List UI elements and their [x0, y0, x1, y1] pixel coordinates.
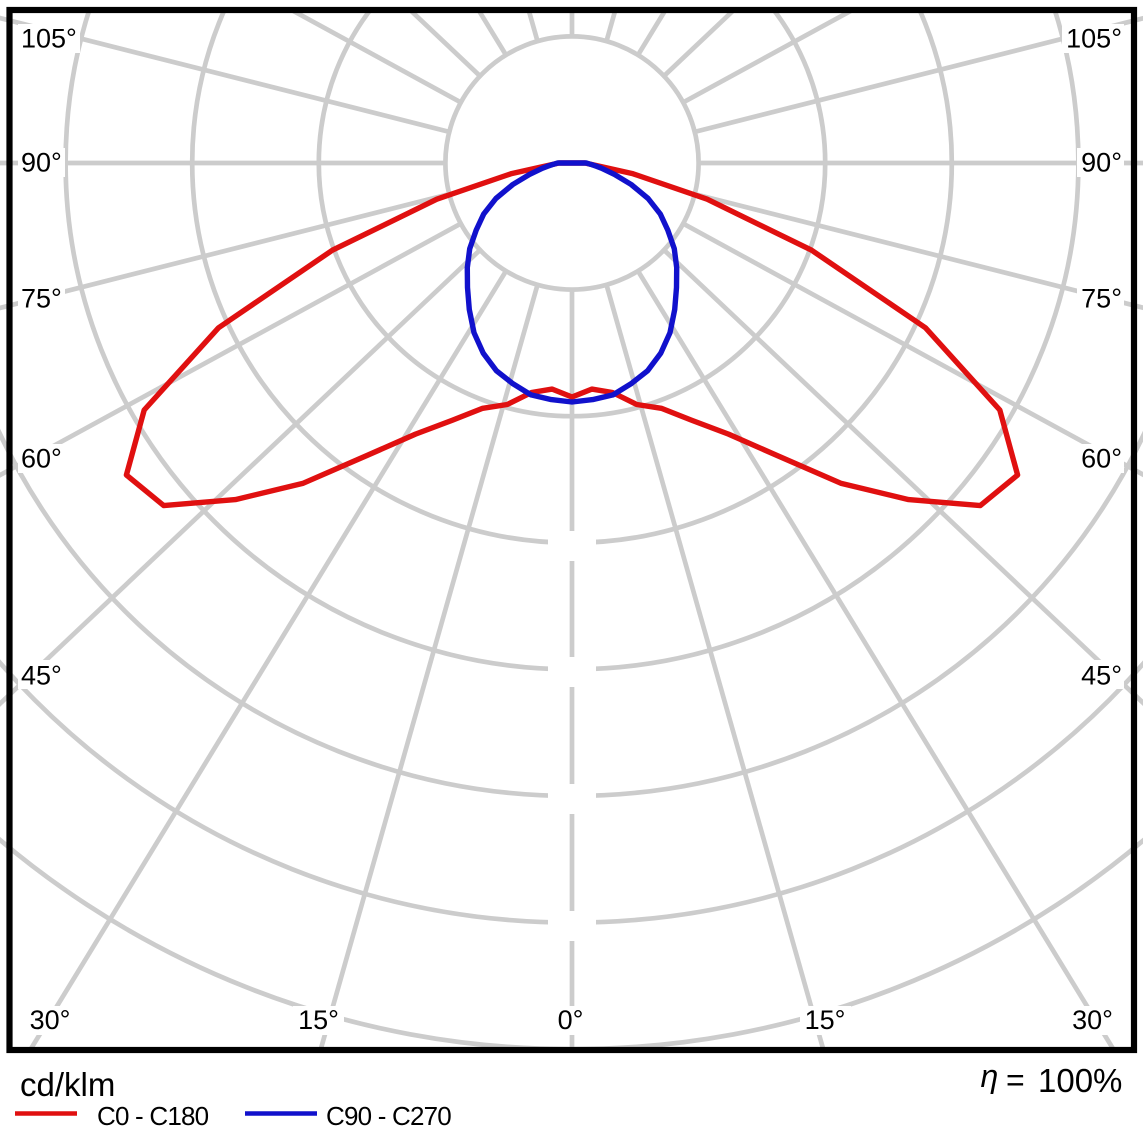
svg-text:100%: 100% — [1038, 1062, 1122, 1099]
svg-text:60°: 60° — [21, 444, 62, 474]
svg-text:C0 - C180: C0 - C180 — [97, 1101, 209, 1131]
svg-text:30°: 30° — [30, 1005, 71, 1035]
svg-text:105°: 105° — [1066, 24, 1122, 54]
svg-text:90°: 90° — [1081, 148, 1122, 178]
svg-text:90°: 90° — [21, 148, 62, 178]
svg-text:η: η — [981, 1058, 999, 1094]
svg-text:30°: 30° — [1072, 1005, 1113, 1035]
svg-text:75°: 75° — [21, 284, 62, 314]
svg-text:75°: 75° — [1081, 284, 1122, 314]
svg-text:15°: 15° — [298, 1005, 339, 1035]
svg-text:cd/klm: cd/klm — [20, 1066, 115, 1103]
svg-text:15°: 15° — [805, 1005, 846, 1035]
svg-text:60°: 60° — [1081, 444, 1122, 474]
svg-text:45°: 45° — [21, 661, 62, 691]
svg-text:=: = — [1006, 1062, 1025, 1098]
svg-text:C90 - C270: C90 - C270 — [326, 1101, 451, 1131]
svg-text:45°: 45° — [1081, 661, 1122, 691]
svg-text:105°: 105° — [21, 24, 77, 54]
svg-text:0°: 0° — [558, 1005, 584, 1035]
